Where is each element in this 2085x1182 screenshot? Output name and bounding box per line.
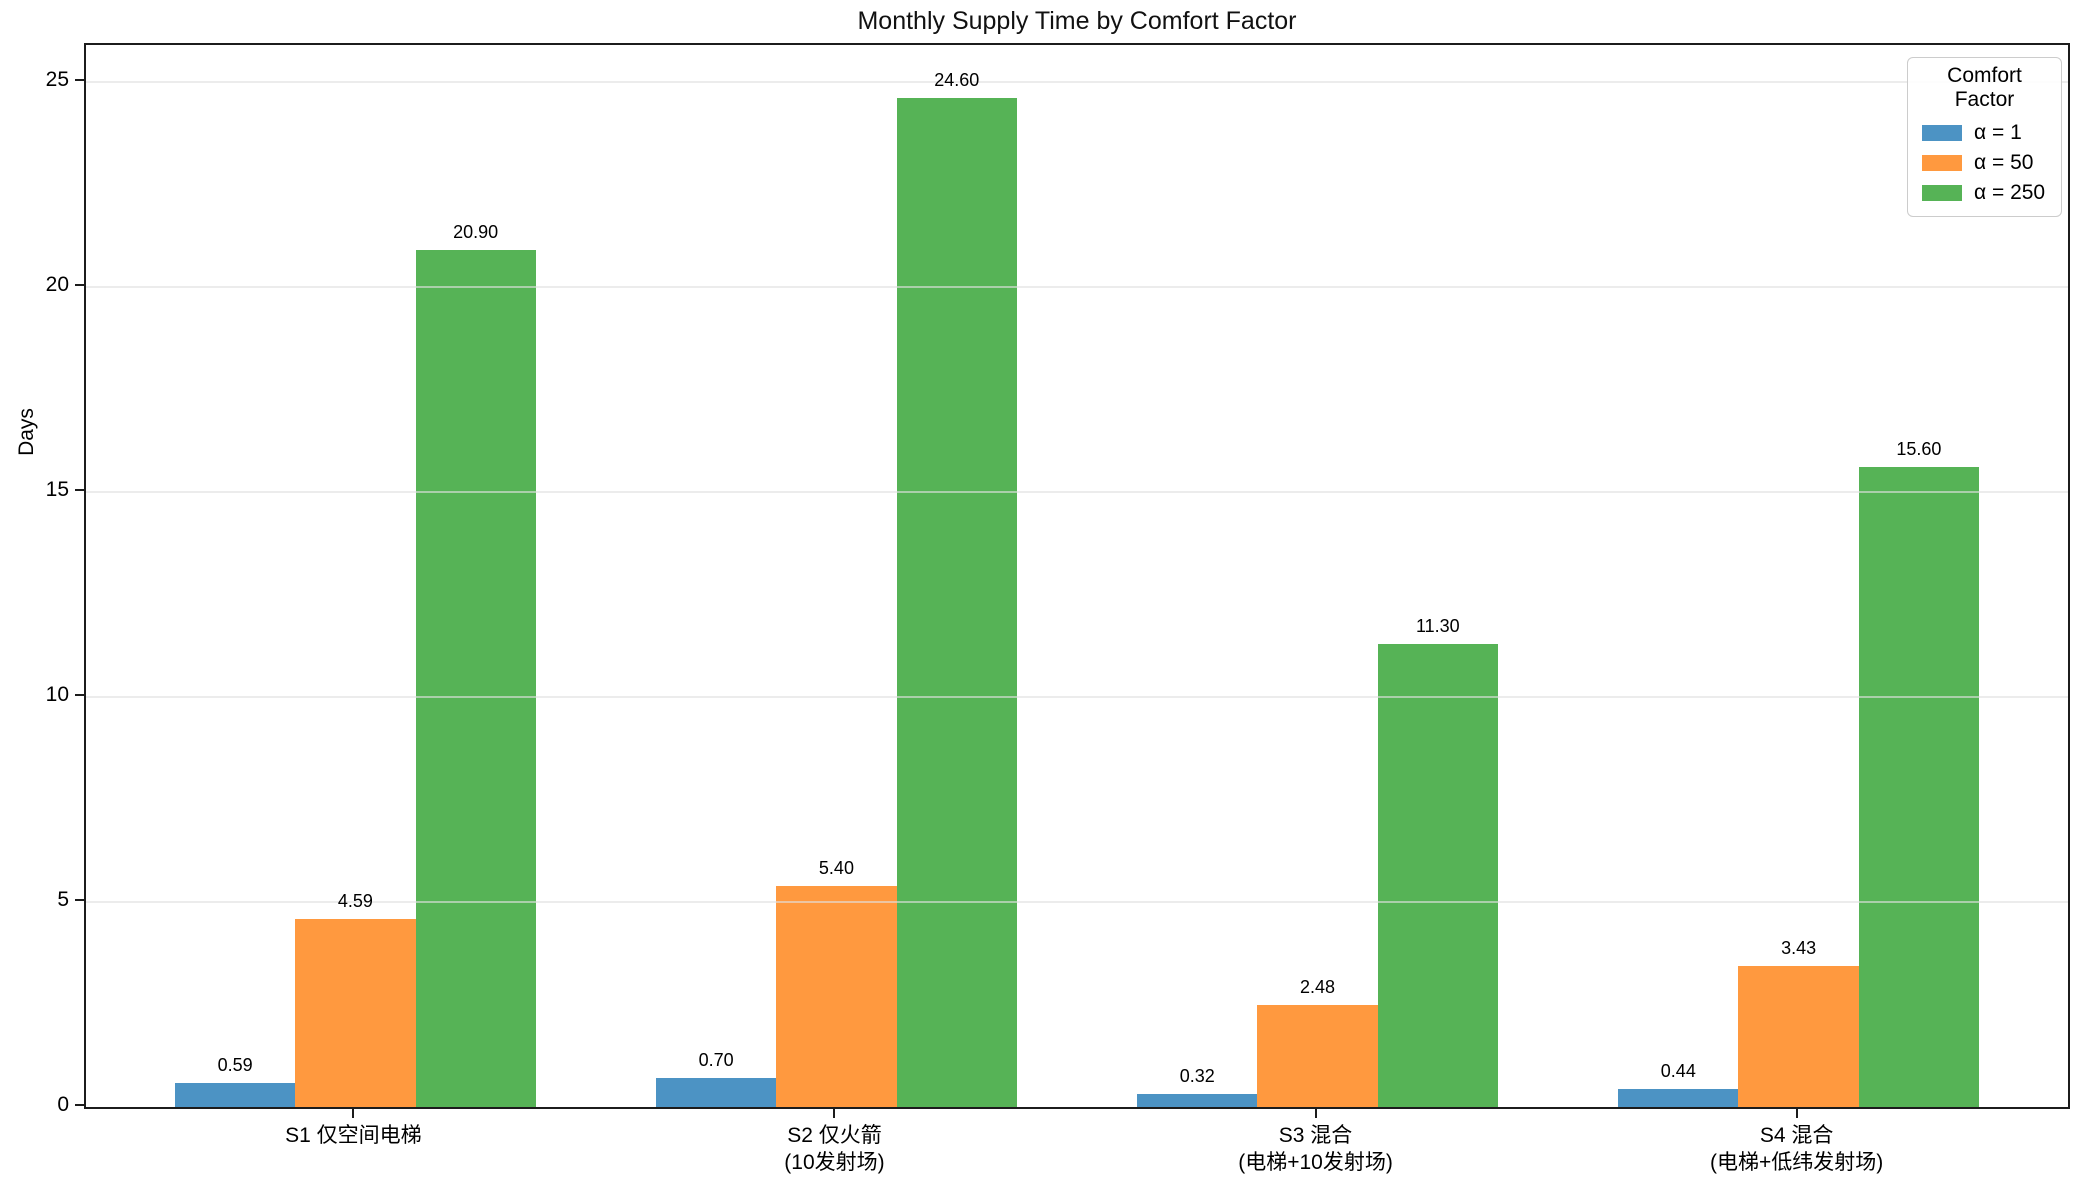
y-tick-mark bbox=[75, 898, 84, 901]
bar-α=1-group1 bbox=[174, 1082, 296, 1107]
y-tick-mark bbox=[75, 693, 84, 696]
legend-entry-label: α = 50 bbox=[1974, 151, 2034, 174]
legend-title: Comfort Factor bbox=[1947, 64, 2022, 111]
grid-line-y5 bbox=[86, 900, 2068, 903]
grid-line-y25 bbox=[86, 80, 2068, 83]
bar-α=50-group2 bbox=[776, 885, 897, 1107]
x-tick-label-group3: S3 混合 (电梯+10发射场) bbox=[1238, 1124, 1393, 1174]
bar-α=250-group3 bbox=[1377, 643, 1498, 1107]
legend-entry: α = 1 bbox=[1916, 118, 2053, 148]
bar-value-label: 0.70 bbox=[698, 1050, 734, 1071]
y-tick-mark bbox=[75, 488, 84, 491]
y-tick-label: 15 bbox=[45, 477, 69, 501]
bar-value-label: 15.60 bbox=[1896, 439, 1942, 460]
bar-α=1-group3 bbox=[1137, 1093, 1258, 1107]
y-tick-label: 5 bbox=[57, 887, 69, 911]
x-tick-mark bbox=[1314, 1109, 1317, 1118]
bar-value-label: 3.43 bbox=[1781, 938, 1817, 959]
bar-value-label: 2.48 bbox=[1300, 977, 1336, 998]
bar-value-label: 24.60 bbox=[934, 70, 980, 91]
x-tick-label-group2: S2 仅火箭 (10发射场) bbox=[784, 1124, 885, 1174]
y-tick-label: 20 bbox=[45, 272, 69, 296]
y-tick-label: 25 bbox=[45, 67, 69, 91]
y-axis: 0 5 10 15 20 25 bbox=[0, 43, 84, 1116]
bar-value-label: 4.59 bbox=[337, 890, 373, 911]
chart-title: Monthly Supply Time by Comfort Factor bbox=[857, 7, 1297, 35]
bar-α=1-group2 bbox=[656, 1078, 777, 1107]
bar-value-label: 0.59 bbox=[217, 1054, 253, 1075]
bar-α=250-group4 bbox=[1858, 467, 1979, 1107]
legend-entry: α = 50 bbox=[1916, 148, 2053, 178]
bar-value-label: 20.90 bbox=[453, 222, 499, 243]
grid-line-y10 bbox=[86, 695, 2068, 698]
x-tick-mark bbox=[1795, 1109, 1798, 1118]
legend-swatch-icon bbox=[1922, 185, 1962, 201]
plot-area: 0.59 0.70 0.32 0.44 4.59 5.40 2.48 3.43 20.90 24.… bbox=[84, 43, 2070, 1109]
legend-swatch-icon bbox=[1922, 155, 1962, 171]
bar-α=250-group2 bbox=[896, 98, 1017, 1107]
bar-α=250-group1 bbox=[415, 250, 536, 1107]
x-tick-mark bbox=[352, 1109, 355, 1118]
x-axis: S1 仅空间电梯 S2 仅火箭 (10发射场) S3 混合 (电梯+10发射场) S4… bbox=[84, 1109, 2070, 1182]
x-tick-label-group1: S1 仅空间电梯 bbox=[285, 1124, 422, 1147]
legend-entry-label: α = 1 bbox=[1974, 121, 2022, 144]
bar-value-label: 0.32 bbox=[1179, 1065, 1215, 1086]
bar-value-label: 0.44 bbox=[1660, 1060, 1696, 1081]
grid-line-y15 bbox=[86, 490, 2068, 493]
y-tick-mark bbox=[75, 1104, 84, 1106]
legend-entry: α = 250 bbox=[1916, 178, 2053, 208]
bar-α=50-group1 bbox=[295, 918, 416, 1107]
grid-line-y20 bbox=[86, 285, 2068, 288]
bar-α=50-group3 bbox=[1257, 1005, 1378, 1107]
legend-swatch-icon bbox=[1922, 125, 1962, 141]
y-tick-mark bbox=[75, 283, 84, 286]
legend-entry-label: α = 250 bbox=[1974, 181, 2046, 204]
legend: Comfort Factor α = 1 α = 50 α = 250 bbox=[1907, 57, 2062, 217]
x-tick-label-group4: S4 混合 (电梯+低纬发射场) bbox=[1709, 1124, 1884, 1174]
legend-entries: α = 1 α = 50 α = 250 bbox=[1916, 118, 2053, 208]
bar-α=50-group4 bbox=[1738, 966, 1859, 1107]
y-tick-mark bbox=[75, 78, 84, 81]
y-tick-label: 0 bbox=[57, 1093, 69, 1116]
y-tick-label: 10 bbox=[45, 682, 69, 706]
bar-value-label: 5.40 bbox=[818, 857, 854, 878]
bar-value-label: 11.30 bbox=[1415, 615, 1460, 636]
bar-α=1-group4 bbox=[1618, 1088, 1739, 1107]
x-tick-mark bbox=[833, 1109, 836, 1118]
